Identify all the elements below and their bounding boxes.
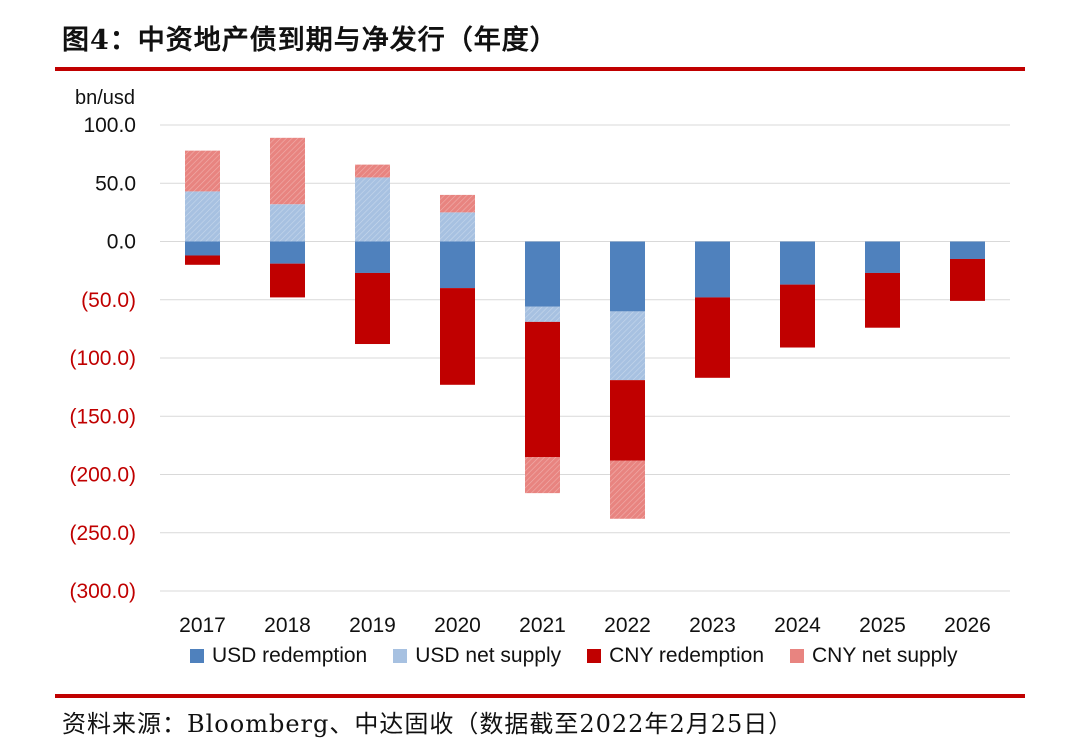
bar-usd-net-supply-2018: [270, 204, 305, 242]
bar-usd-redemption-2017: [185, 241, 220, 256]
x-tick-label: 2017: [179, 614, 226, 637]
legend-item-cny-redemption: CNY redemption: [587, 644, 764, 668]
bar-cny-net-supply-2018: [270, 137, 305, 205]
bar-cny-redemption-2020: [440, 288, 475, 385]
bar-usd-net-supply-2019: [355, 177, 390, 242]
x-tick-label: 2018: [264, 614, 311, 637]
legend-item-usd-net-supply: USD net supply: [393, 644, 561, 668]
bar-cny-net-supply-2017: [185, 150, 220, 192]
bar-cny-net-supply-2020: [440, 194, 475, 213]
bar-cny-redemption-2026: [950, 258, 985, 301]
bar-usd-redemption-2018: [270, 241, 305, 264]
bar-usd-net-supply-2021: [525, 306, 560, 322]
y-tick-label: 0.0: [107, 231, 136, 254]
footer-divider: [55, 694, 1025, 698]
bar-usd-redemption-2020: [440, 241, 475, 289]
x-tick-label: 2026: [944, 614, 991, 637]
legend-label-usd-net-supply: USD net supply: [415, 644, 562, 667]
x-tick-label: 2021: [519, 614, 566, 637]
y-tick-label: (100.0): [69, 347, 136, 370]
x-tick-label: 2022: [604, 614, 651, 637]
y-tick-label: (250.0): [69, 522, 136, 545]
chart-title: 图4：中资地产债到期与净发行（年度）: [62, 25, 558, 56]
legend-swatch-cny-net-supply: [790, 649, 804, 663]
y-tick-label: (50.0): [81, 289, 136, 312]
bar-cny-redemption-2018: [270, 263, 305, 298]
bar-usd-redemption-2026: [950, 241, 985, 259]
y-tick-label: (300.0): [69, 580, 136, 603]
bar-usd-redemption-2021: [525, 241, 560, 307]
legend-label-usd-redemption: USD redemption: [212, 644, 368, 667]
x-tick-label: 2024: [774, 614, 821, 637]
bar-cny-redemption-2017: [185, 255, 220, 265]
bar-cny-net-supply-2022: [610, 460, 645, 519]
y-tick-label: 100.0: [83, 114, 136, 137]
bar-cny-redemption-2022: [610, 380, 645, 461]
y-tick-label: 50.0: [95, 172, 136, 195]
bar-usd-net-supply-2017: [185, 191, 220, 242]
bar-cny-redemption-2021: [525, 321, 560, 458]
legend-label-cny-redemption: CNY redemption: [609, 644, 764, 667]
x-tick-label: 2023: [689, 614, 736, 637]
legend-item-cny-net-supply: CNY net supply: [790, 644, 958, 668]
bar-cny-net-supply-2019: [355, 164, 390, 178]
legend-item-usd-redemption: USD redemption: [190, 644, 367, 668]
legend-label-cny-net-supply: CNY net supply: [812, 644, 958, 667]
chart-canvas: 100.0 50.0 0.0 (50.0) (100.0) (150.0) (200.0) (…: [69, 87, 1010, 637]
bar-usd-redemption-2024: [780, 241, 815, 285]
bar-usd-net-supply-2022: [610, 311, 645, 381]
bar-cny-redemption-2025: [865, 272, 900, 328]
bar-cny-redemption-2024: [780, 284, 815, 348]
bar-usd-redemption-2023: [695, 241, 730, 298]
bar-cny-redemption-2019: [355, 272, 390, 345]
legend-swatch-cny-redemption: [587, 649, 602, 663]
source-note: 资料来源：Bloomberg、中达固收（数据截至2022年2月25日）: [62, 710, 794, 738]
legend-swatch-usd-net-supply: [393, 649, 408, 663]
chart-legend: USD redemption USD net supply CNY redemp…: [190, 644, 958, 668]
bar-usd-redemption-2019: [355, 241, 390, 273]
y-axis-unit-label: bn/usd: [75, 87, 135, 109]
bar-usd-redemption-2022: [610, 241, 645, 312]
bar-usd-redemption-2025: [865, 241, 900, 273]
y-tick-label: (200.0): [69, 464, 136, 487]
bar-cny-redemption-2023: [695, 297, 730, 378]
title-divider: [55, 67, 1025, 71]
legend-swatch-usd-redemption: [190, 649, 204, 663]
bar-cny-net-supply-2021: [525, 457, 560, 494]
x-tick-label: 2019: [349, 614, 396, 637]
bar-usd-net-supply-2020: [440, 212, 475, 242]
x-tick-label: 2020: [434, 614, 481, 637]
y-tick-label: (150.0): [69, 405, 136, 428]
x-tick-label: 2025: [859, 614, 906, 637]
